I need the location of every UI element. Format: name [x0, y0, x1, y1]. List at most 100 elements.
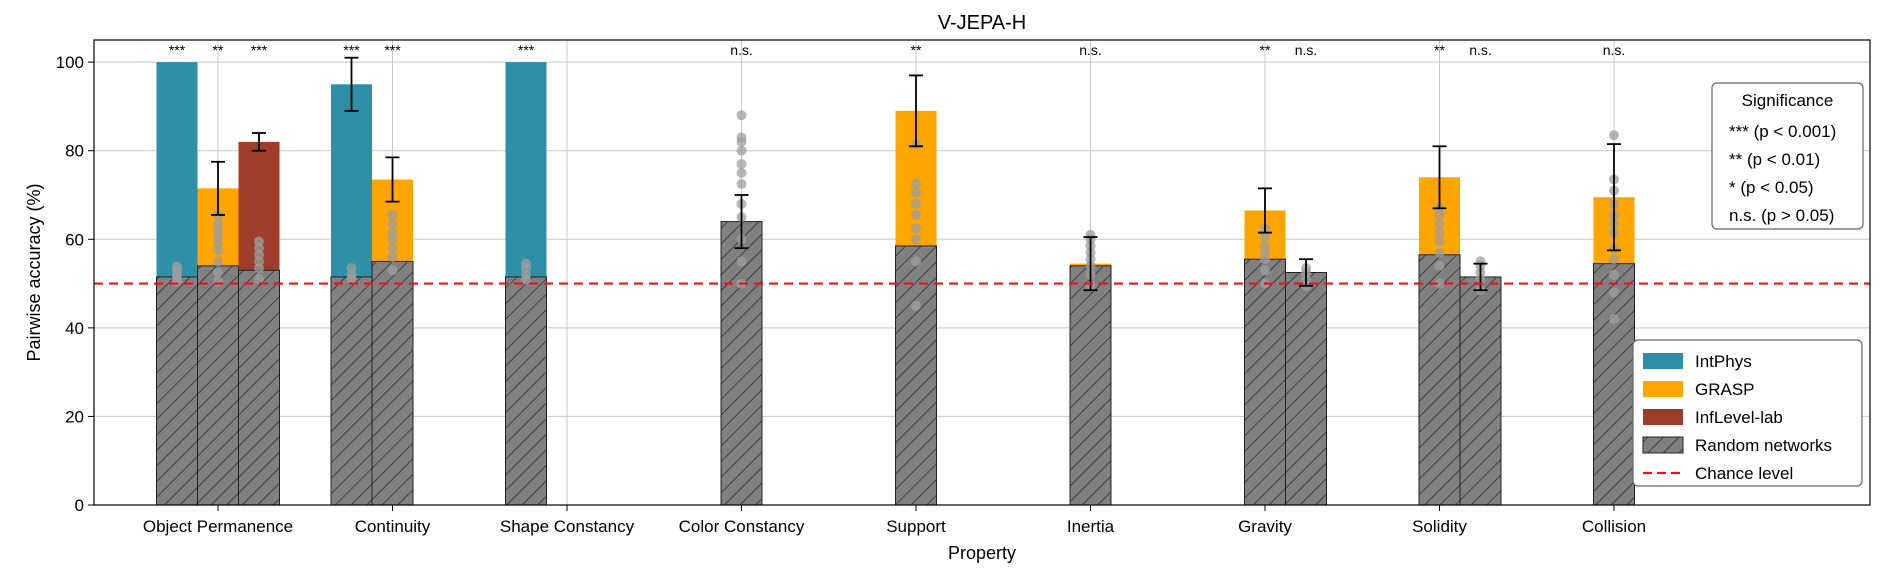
y-tick-label: 80: [65, 142, 84, 161]
bar-random-networks: [197, 265, 239, 505]
scatter-point: [1434, 227, 1445, 238]
scatter-point: [387, 218, 398, 229]
scatter-point: [346, 263, 357, 274]
x-tick-label: Support: [886, 517, 946, 536]
scatter-point: [911, 300, 921, 311]
scatter-point: [172, 261, 182, 272]
scatter-point: [254, 274, 264, 285]
legend-label: Chance level: [1695, 464, 1793, 483]
x-tick-label: Shape Constancy: [500, 517, 635, 536]
scatter-point: [387, 252, 398, 262]
significance-label: n.s.: [1603, 42, 1626, 58]
significance-label: **: [911, 42, 922, 58]
significance-label: n.s.: [1469, 42, 1492, 58]
scatter-point: [911, 187, 921, 198]
significance-box: Significance *** (p < 0.001) ** (p < 0.01)…: [1711, 82, 1864, 230]
y-tick-label: 100: [56, 53, 84, 72]
scatter-point: [1609, 254, 1619, 265]
bar-random-networks: [895, 245, 937, 505]
x-axis-label: Property: [948, 543, 1016, 563]
scatter-point: [1434, 278, 1445, 289]
scatter-point: [387, 209, 398, 220]
legend: IntPhys GRASP InfLevel-lab Random networks C…: [1632, 339, 1863, 487]
x-tick-label: Inertia: [1067, 517, 1115, 536]
significance-label: **: [1260, 42, 1271, 58]
legend-swatch-grasp: [1643, 381, 1683, 397]
scatter-point: [911, 223, 921, 234]
bar-random-networks: [371, 260, 414, 505]
scatter-point: [1434, 218, 1445, 229]
scatter-point: [1434, 236, 1445, 247]
plot-frame: [93, 39, 1871, 506]
bar-random-networks: [1069, 265, 1112, 505]
scatter-point: [911, 178, 921, 189]
significance-label: n.s.: [730, 42, 753, 58]
scatter-point: [736, 110, 747, 121]
legend-label: IntPhys: [1695, 352, 1752, 371]
scatter-point: [1609, 269, 1619, 280]
legend-frame: [1632, 339, 1863, 487]
scatter-point: [213, 218, 223, 229]
scatter-point: [387, 265, 398, 276]
bar-random-networks: [720, 221, 763, 505]
scatter-point: [736, 145, 747, 156]
scatter-point: [213, 267, 223, 278]
significance-label: n.s.: [1079, 42, 1102, 58]
bar-random-networks: [1418, 254, 1461, 505]
legend-label: Random networks: [1695, 436, 1832, 455]
scatter-point: [736, 178, 747, 189]
legend-swatch-inflevel-lab: [1643, 409, 1683, 425]
scatter-point: [1609, 130, 1619, 141]
x-tick-label: Solidity: [1412, 517, 1467, 536]
significance-label: ***: [384, 42, 401, 58]
bar-random-networks: [156, 276, 198, 505]
significance-label: **: [1434, 42, 1445, 58]
significance-box-entry: * (p < 0.05): [1729, 178, 1814, 197]
significance-label: ***: [251, 42, 268, 58]
legend-label: InfLevel-lab: [1695, 408, 1783, 427]
scatter-point: [1260, 232, 1270, 243]
significance-label: ***: [169, 42, 186, 58]
scatter-point: [213, 276, 223, 287]
scatter-point: [1609, 314, 1619, 324]
axes: 0 20 40 60 80 100 Object Permanence Continuity S…: [56, 42, 1647, 536]
scatter-point: [254, 236, 264, 247]
x-tick-label: Color Constancy: [679, 517, 805, 536]
x-tick-label: Object Permanence: [143, 517, 293, 536]
y-tick-label: 0: [75, 496, 84, 515]
legend-swatch-random: [1642, 436, 1684, 454]
legend-label: GRASP: [1695, 380, 1755, 399]
significance-box-frame: [1711, 82, 1864, 230]
scatter-point: [1434, 247, 1445, 258]
x-tick-label: Collision: [1582, 517, 1646, 536]
bar-random-networks: [1244, 258, 1286, 505]
significance-box-title: Significance: [1742, 91, 1834, 110]
chart-title: V-JEPA-H: [938, 12, 1027, 34]
scatter-point: [1434, 260, 1445, 271]
y-tick-label: 40: [65, 319, 84, 338]
x-tick-label: Continuity: [355, 517, 431, 536]
scatter-point: [387, 243, 398, 254]
bar-random-networks: [1459, 276, 1502, 505]
significance-label: **: [213, 42, 224, 58]
scatter-point: [1260, 240, 1270, 251]
scatter-point: [1609, 287, 1619, 298]
significance-box-entry: n.s. (p > 0.05): [1729, 206, 1834, 225]
scatter-point: [911, 198, 921, 209]
scatter-point: [736, 256, 747, 267]
scatter-point: [736, 132, 747, 143]
scatter-point: [387, 227, 398, 238]
scatter-point: [736, 159, 747, 169]
scatter-point: [736, 167, 747, 178]
y-axis-label: Pairwise accuracy (%): [24, 183, 44, 361]
legend-swatch-intphys: [1643, 353, 1683, 369]
bar-random-networks: [330, 276, 373, 505]
significance-label: ***: [518, 42, 535, 58]
bar-random-networks: [1285, 272, 1327, 505]
y-tick-label: 20: [65, 407, 84, 426]
x-tick-label: Gravity: [1238, 517, 1292, 536]
scatter-point: [911, 234, 921, 245]
bar-random-networks: [505, 276, 547, 505]
y-tick-label: 60: [65, 230, 84, 249]
